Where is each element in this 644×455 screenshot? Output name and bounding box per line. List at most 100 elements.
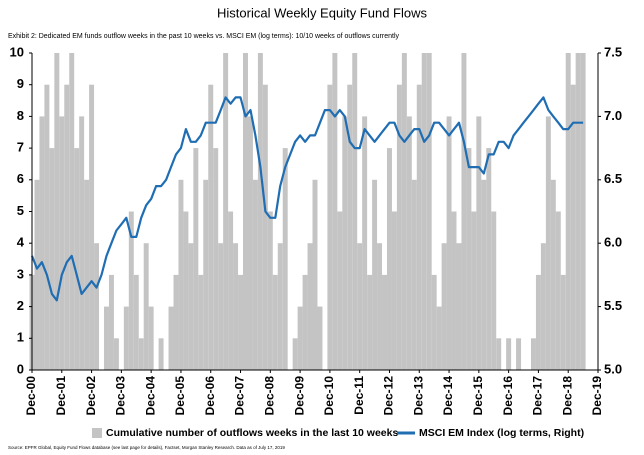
bar [188, 243, 194, 370]
bar [396, 84, 402, 370]
bar [391, 211, 397, 370]
bar [257, 53, 263, 370]
bar [103, 306, 109, 370]
x-tick-label: Dec-13 [411, 376, 425, 416]
bar [471, 211, 477, 370]
bar [208, 84, 214, 370]
bar [535, 274, 541, 370]
bar [362, 116, 368, 371]
legend-swatch [92, 428, 102, 438]
bar [74, 148, 80, 370]
bar [347, 84, 353, 370]
bar [401, 53, 407, 370]
bar [496, 338, 502, 370]
bar [317, 306, 323, 370]
bar [386, 148, 392, 370]
bar [337, 211, 343, 370]
y-tick-label: 9 [17, 76, 24, 91]
x-tick-label: Dec-12 [382, 376, 396, 416]
bar [193, 148, 199, 370]
y-tick-label: 2 [17, 298, 24, 313]
x-tick-label: Dec-09 [292, 376, 306, 416]
bar [516, 338, 522, 370]
y2-tick-label: 5.5 [604, 298, 622, 313]
bar [54, 53, 60, 370]
bar [133, 274, 139, 370]
x-tick-label: Dec-16 [501, 376, 515, 416]
bar [123, 306, 129, 370]
x-tick-label: Dec-06 [203, 376, 217, 416]
bar [173, 274, 179, 370]
legend-label: MSCI EM Index (log terms, Right) [419, 427, 584, 439]
bar [262, 84, 268, 370]
y2-tick-label: 6.0 [604, 235, 622, 250]
y-tick-label: 10 [10, 44, 24, 59]
y-tick-label: 5 [17, 203, 24, 218]
bar [451, 211, 457, 370]
bar [382, 274, 387, 370]
bar [143, 243, 149, 370]
x-tick-label: Dec-07 [233, 376, 247, 416]
x-tick-label: Dec-11 [352, 376, 366, 415]
x-tick-label: Dec-10 [322, 376, 336, 416]
bar [367, 274, 373, 370]
bar [575, 53, 581, 370]
bar [39, 116, 45, 371]
bar [223, 53, 229, 370]
bar [570, 84, 576, 370]
bar [550, 179, 556, 370]
bar [307, 243, 313, 370]
bar [411, 179, 417, 370]
bar [491, 211, 497, 370]
bar [530, 338, 536, 370]
bar [431, 274, 437, 370]
bar [441, 243, 447, 370]
bar [84, 179, 90, 370]
y-tick-label: 3 [17, 266, 24, 281]
y-tick-label: 4 [17, 235, 25, 250]
bar [252, 179, 258, 370]
y-tick-label: 8 [17, 108, 24, 123]
x-tick-label: Dec-03 [114, 376, 128, 416]
bar [446, 116, 452, 371]
bar [377, 243, 383, 370]
line [30, 96, 584, 302]
bar [297, 306, 303, 370]
bar [327, 84, 333, 370]
bar [406, 116, 412, 371]
bar [486, 148, 492, 370]
bar [198, 274, 204, 370]
bar [580, 53, 586, 370]
x-tick-label: Dec-00 [24, 376, 38, 416]
bar [372, 179, 378, 370]
y-tick-label: 0 [17, 361, 24, 376]
bar [545, 116, 551, 371]
bar [94, 243, 100, 370]
bar [213, 148, 219, 370]
x-tick-label: Dec-01 [54, 376, 68, 416]
bar [565, 53, 571, 370]
bar [352, 53, 358, 370]
bar [476, 116, 482, 371]
bar [506, 338, 512, 370]
bar [436, 306, 442, 370]
y2-tick-label: 7.0 [604, 108, 622, 123]
x-tick-label: Dec-14 [441, 376, 455, 416]
bar [416, 84, 422, 370]
bar [44, 84, 50, 370]
bar [357, 243, 363, 370]
source-note: Source: EPFR Global, Equity Fund Flows d… [8, 445, 285, 450]
x-tick-label: Dec-15 [471, 376, 485, 416]
bar [218, 243, 224, 370]
bar [560, 274, 566, 370]
bar [148, 306, 154, 370]
bar [272, 274, 278, 370]
bar [228, 211, 234, 370]
bar [277, 243, 283, 370]
bar [456, 243, 462, 370]
y2-tick-label: 6.5 [604, 171, 622, 186]
bar [128, 211, 134, 370]
y-tick-label: 6 [17, 171, 24, 186]
bar [233, 243, 239, 370]
bar [332, 53, 338, 370]
